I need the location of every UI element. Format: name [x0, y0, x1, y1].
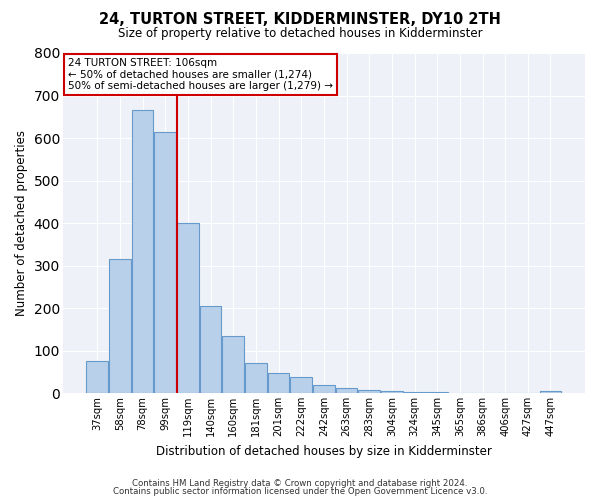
Text: Size of property relative to detached houses in Kidderminster: Size of property relative to detached ho…	[118, 28, 482, 40]
Text: 24 TURTON STREET: 106sqm
← 50% of detached houses are smaller (1,274)
50% of sem: 24 TURTON STREET: 106sqm ← 50% of detach…	[68, 58, 333, 92]
Bar	[223, 336, 244, 393]
Bar	[290, 378, 312, 393]
Bar	[245, 364, 266, 393]
X-axis label: Distribution of detached houses by size in Kidderminster: Distribution of detached houses by size …	[156, 444, 492, 458]
Bar	[540, 391, 561, 393]
Bar	[313, 384, 335, 393]
Bar	[177, 223, 199, 393]
Y-axis label: Number of detached properties: Number of detached properties	[15, 130, 28, 316]
Text: Contains HM Land Registry data © Crown copyright and database right 2024.: Contains HM Land Registry data © Crown c…	[132, 478, 468, 488]
Bar	[381, 391, 403, 393]
Text: Contains public sector information licensed under the Open Government Licence v3: Contains public sector information licen…	[113, 487, 487, 496]
Bar	[427, 392, 448, 393]
Bar	[404, 392, 425, 393]
Bar	[200, 306, 221, 393]
Bar	[154, 132, 176, 393]
Bar	[86, 361, 108, 393]
Bar	[268, 373, 289, 393]
Bar	[358, 390, 380, 393]
Bar	[132, 110, 154, 393]
Text: 24, TURTON STREET, KIDDERMINSTER, DY10 2TH: 24, TURTON STREET, KIDDERMINSTER, DY10 2…	[99, 12, 501, 28]
Bar	[336, 388, 357, 393]
Bar	[109, 259, 131, 393]
